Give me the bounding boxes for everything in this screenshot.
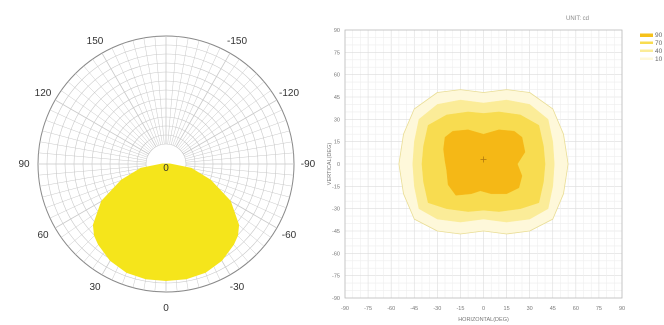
polar-grid-spoke	[184, 119, 287, 158]
polar-grid-spoke	[183, 99, 278, 155]
polar-grid-spoke	[181, 81, 265, 152]
polar-angle-label: 120	[35, 88, 52, 99]
polar-angle-label: -120	[279, 88, 299, 99]
polar-grid-spoke	[83, 65, 154, 149]
polar-angle-label: 150	[87, 36, 104, 47]
polar-grid-spoke	[38, 152, 147, 163]
y-tick-label: 0	[337, 162, 340, 168]
polar-grid-spoke	[174, 47, 221, 146]
polar-grid-spoke	[49, 109, 148, 156]
y-axis-label: VERTICAL(DEG)	[327, 143, 333, 186]
polar-grid-spoke	[185, 152, 294, 163]
polar-grid-spoke	[92, 59, 155, 148]
polar-grid-spoke	[39, 167, 147, 187]
y-tick-label: -75	[332, 274, 340, 280]
polar-angle-label: -150	[227, 36, 247, 47]
legend-label: 70	[655, 40, 663, 47]
y-tick-label: 30	[334, 117, 340, 123]
isocandela-contour-chart: -90 -75 -60 -45 -30 -15 0 15 30 45 60 75 90 90 75 60 45 3…	[327, 16, 663, 323]
y-tick-label: -60	[332, 251, 340, 257]
polar-grid-spoke	[38, 165, 147, 176]
polar-distribution-area	[92, 163, 240, 282]
x-tick-label: -30	[433, 306, 441, 312]
polar-grid-spoke	[45, 119, 148, 158]
legend-swatch-90	[640, 33, 653, 37]
polar-grid-spoke	[185, 165, 294, 176]
polar-grid-spoke	[185, 141, 293, 161]
polar-grid-spoke	[39, 141, 147, 161]
polar-grid-spoke	[184, 109, 283, 156]
polar-grid-spoke	[185, 168, 290, 198]
polar-grid-spoke	[182, 90, 271, 153]
contour-plot-frame	[344, 29, 623, 299]
polar-grid-spoke	[179, 73, 257, 151]
polar-angle-label: -90	[301, 159, 316, 170]
polar-grid-spoke	[185, 167, 293, 187]
polar-light-distribution-chart: -150 150 -120 120 -90 90 -60 60 -30 30 0 0	[18, 35, 316, 314]
x-tick-label: -75	[364, 306, 372, 312]
polar-grid-spoke	[42, 130, 147, 160]
legend-swatch-10	[640, 57, 653, 60]
polar-grid-spoke	[101, 52, 157, 147]
polar-grid-spoke	[167, 36, 178, 145]
y-tick-label: 90	[334, 28, 340, 34]
polar-grid-spoke	[172, 43, 211, 146]
y-tick-label: 75	[334, 50, 340, 56]
y-tick-label: -90	[332, 296, 340, 302]
x-tick-label: -15	[456, 306, 464, 312]
x-tick-label: 0	[482, 306, 485, 312]
contour-level-90	[443, 129, 526, 196]
x-tick-label: 30	[527, 306, 533, 312]
y-tick-label: -45	[332, 229, 340, 235]
unit-label: UNIT: cd	[566, 16, 589, 22]
x-tick-label: 15	[504, 306, 510, 312]
polar-grid-spoke	[170, 40, 200, 145]
polar-angle-label: 90	[18, 159, 30, 170]
polar-grid-spoke	[54, 99, 149, 155]
x-tick-label: 90	[619, 306, 625, 312]
polar-angle-label: 0	[163, 303, 169, 314]
polar-grid-spoke	[154, 36, 165, 145]
x-tick-label: 60	[573, 306, 579, 312]
legend-label: 90	[655, 32, 663, 39]
polar-grid-spoke	[132, 40, 162, 145]
polar-grid-spoke	[67, 81, 151, 152]
polar-grid-spoke	[143, 37, 163, 145]
x-tick-label: -45	[410, 306, 418, 312]
polar-grid-spoke	[121, 43, 160, 146]
polar-angle-label: 30	[89, 282, 101, 293]
y-tick-label: -30	[332, 207, 340, 213]
polar-grid-spoke	[178, 65, 249, 149]
y-tick-label: 60	[334, 73, 340, 79]
x-tick-label: 45	[550, 306, 556, 312]
x-tick-label: -60	[387, 306, 395, 312]
polar-grid-spoke	[175, 52, 231, 147]
polar-angle-label: 0	[163, 163, 169, 174]
x-tick-label: -90	[341, 306, 349, 312]
legend-swatch-40	[640, 49, 653, 52]
y-tick-label: -15	[332, 184, 340, 190]
y-tick-label: 15	[334, 140, 340, 146]
polar-grid-spoke	[169, 37, 189, 145]
polar-angle-label: -60	[282, 230, 297, 241]
polar-grid-spoke	[75, 73, 153, 151]
polar-grid-spoke	[61, 90, 150, 153]
polar-grid-spoke	[111, 47, 158, 146]
polar-angle-label: -30	[230, 282, 245, 293]
polar-grid-spoke	[177, 59, 240, 148]
x-axis-label: HORIZONTAL(DEG)	[458, 317, 509, 323]
polar-angle-label: 60	[37, 230, 49, 241]
y-tick-label: 45	[334, 95, 340, 101]
polar-grid-spoke	[42, 168, 147, 198]
polar-grid-spoke	[185, 130, 290, 160]
legend-label: 40	[655, 48, 663, 55]
legend-swatch-70	[640, 41, 653, 44]
legend-label: 10	[655, 56, 663, 63]
x-tick-label: 75	[596, 306, 602, 312]
